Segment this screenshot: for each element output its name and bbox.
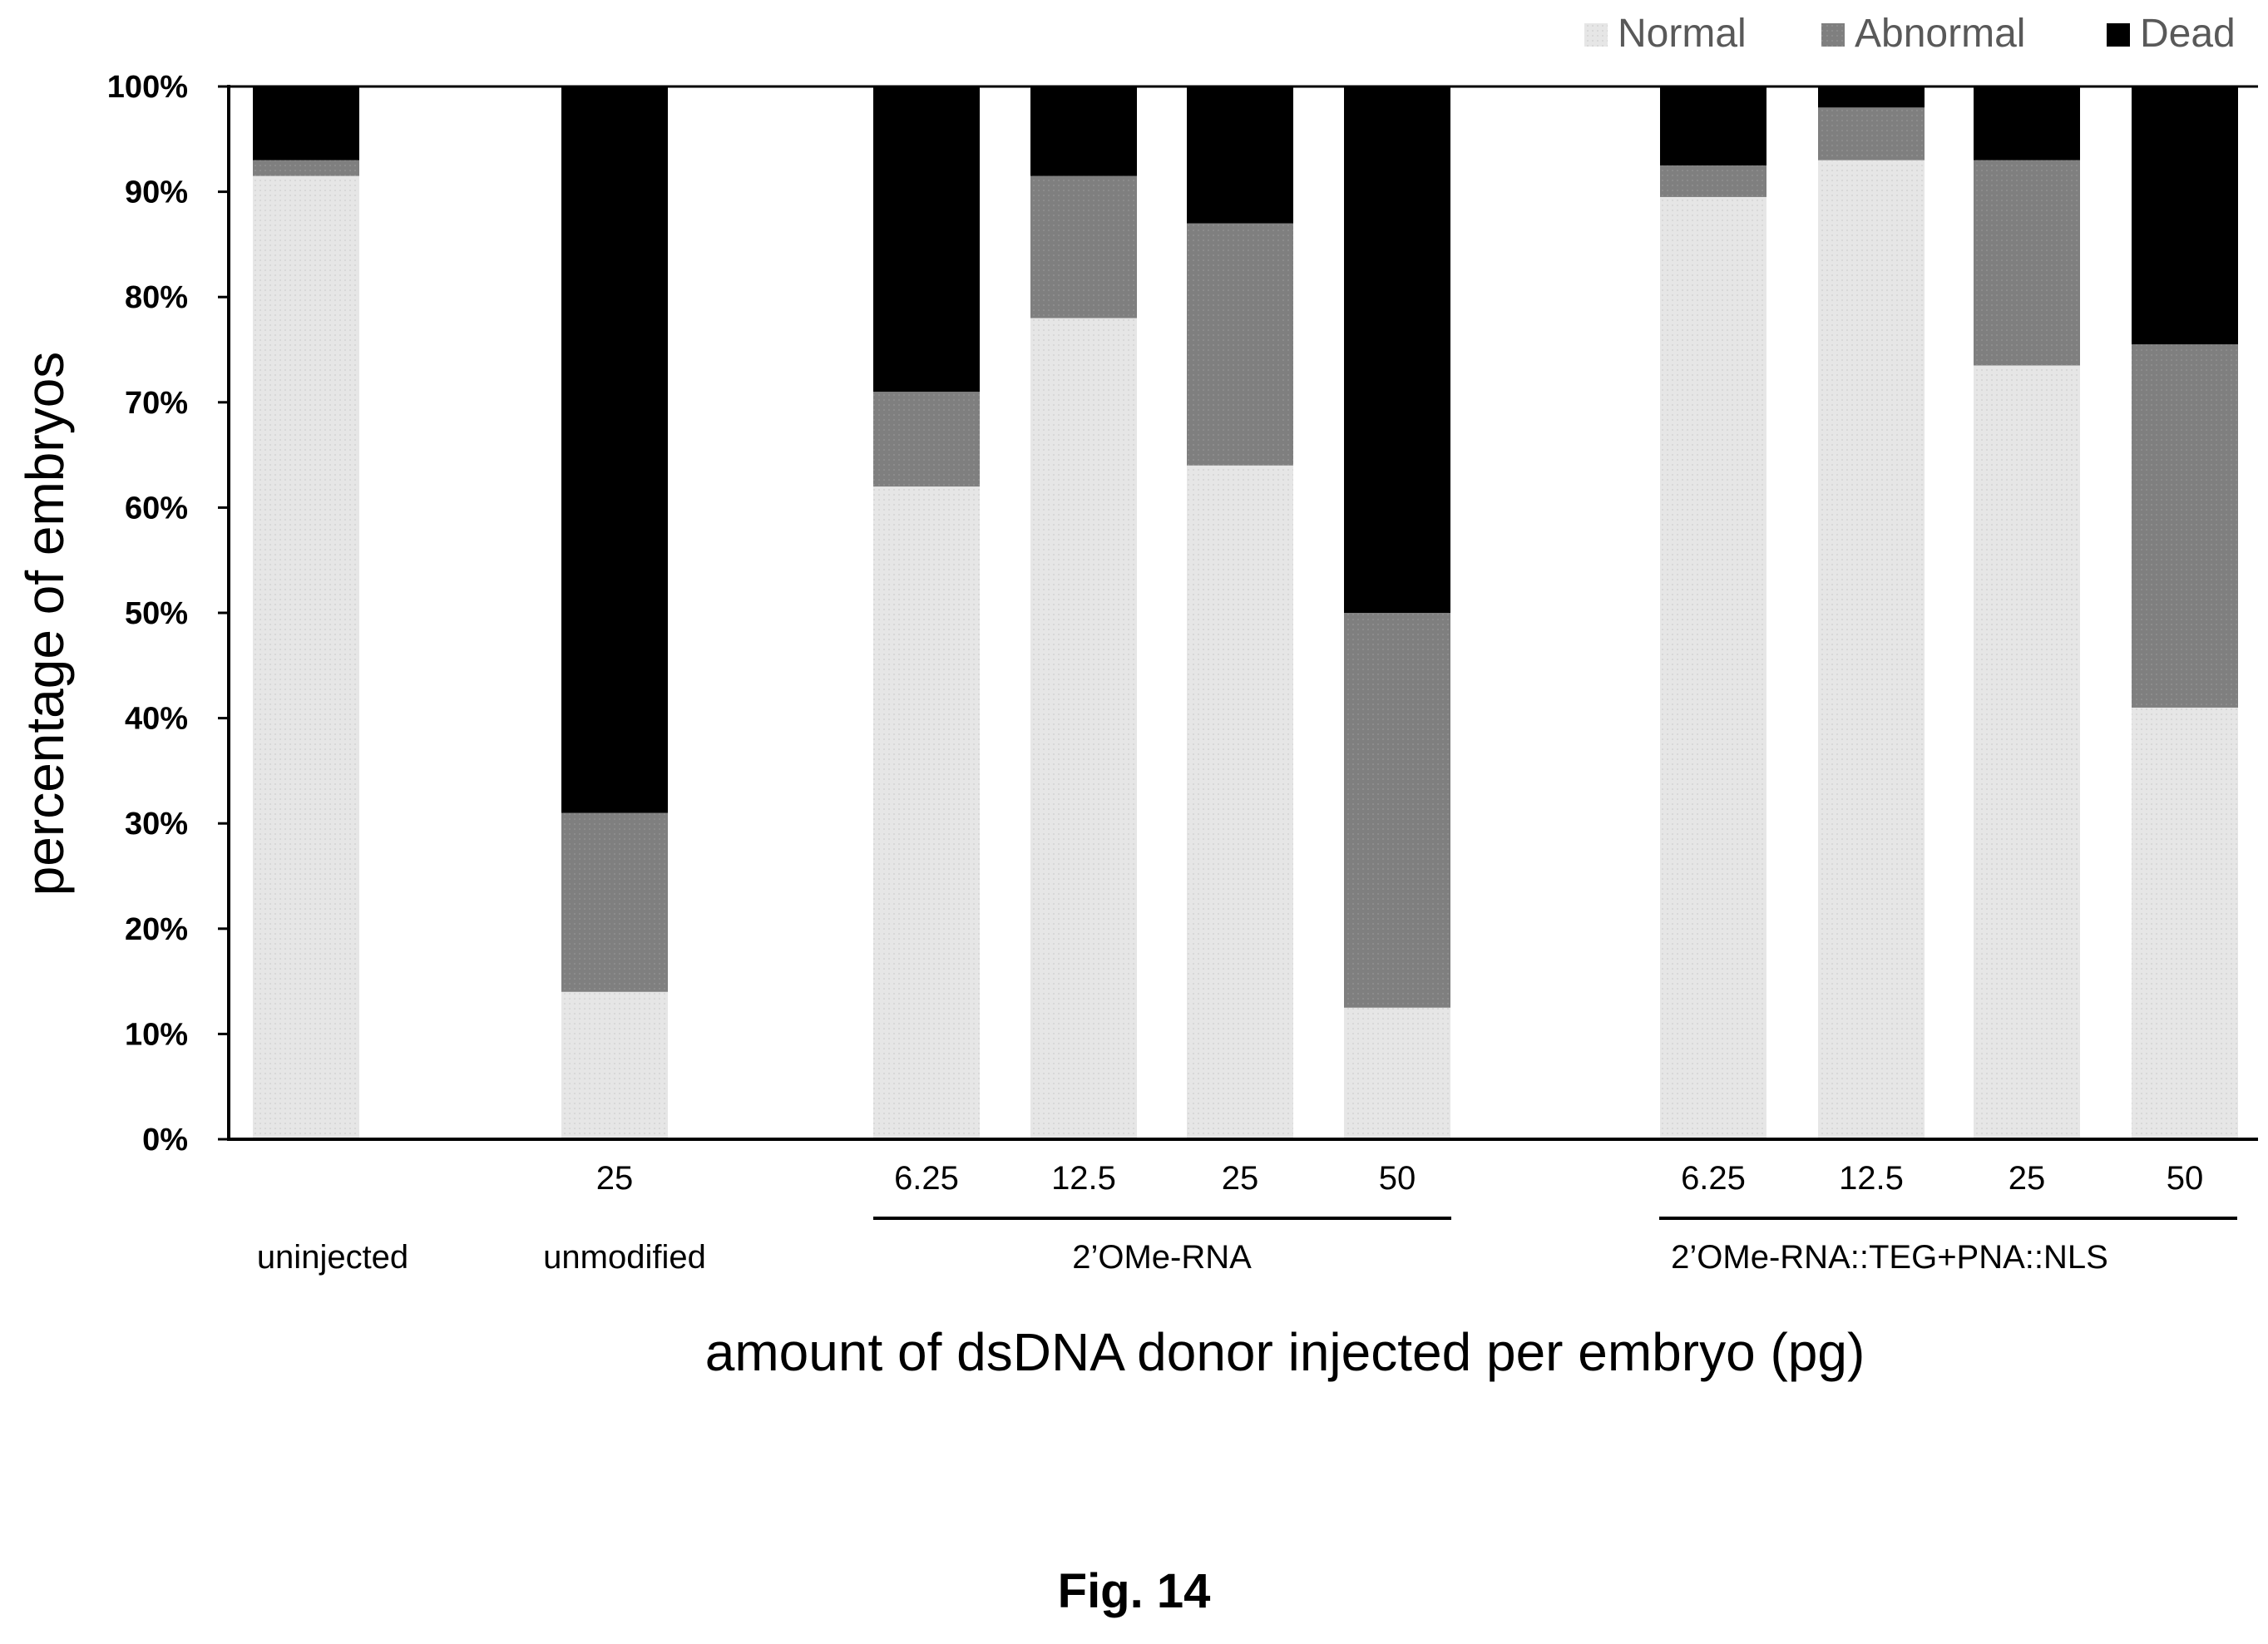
bar-segment-dead (1344, 86, 1450, 613)
legend-label-abnormal: Abnormal (1855, 12, 2025, 56)
x-tick-label: 25 (596, 1160, 634, 1197)
legend-swatch-dead (2107, 23, 2130, 47)
x-tick-label: 25 (2009, 1160, 2046, 1197)
bar-segment-abnormal (1818, 107, 1925, 160)
bar-segment-dead (1660, 86, 1766, 165)
bar-segment-dead (561, 86, 668, 813)
bar-segment-normal (1344, 1007, 1450, 1139)
bar-segment-normal (253, 175, 359, 1140)
bar-segment-dead (1818, 86, 1925, 108)
bar-segment-dead (1030, 86, 1137, 176)
legend-label-normal: Normal (1618, 12, 1747, 56)
bar-segment-dead (1974, 86, 2080, 160)
bar-segment-normal (561, 991, 668, 1139)
y-tick-label: 90% (125, 175, 188, 210)
legend-swatch-abnormal (1821, 23, 1845, 47)
legend-swatch-normal (1584, 23, 1608, 47)
y-tick-label: 10% (125, 1017, 188, 1052)
bar-segment-normal (1818, 160, 1925, 1139)
bar-segment-abnormal (1660, 165, 1766, 197)
y-tick-label: 0% (142, 1123, 188, 1158)
y-tick-label: 20% (125, 912, 188, 947)
bar-segment-abnormal (1187, 223, 1293, 466)
bar-segment-abnormal (253, 160, 359, 176)
y-tick-label: 70% (125, 386, 188, 421)
y-tick-label: 30% (125, 807, 188, 842)
group-label: unmodified (543, 1239, 706, 1276)
x-tick-label: 12.5 (1839, 1160, 1904, 1197)
y-tick-label: 100% (107, 70, 188, 105)
bar-segment-dead (2132, 86, 2238, 345)
y-tick-label: 80% (125, 280, 188, 315)
bar-segment-normal (873, 486, 980, 1139)
bar-segment-abnormal (561, 812, 668, 992)
bar-segment-normal (1030, 318, 1137, 1139)
y-axis-title: percentage of embryos (15, 352, 75, 896)
x-tick-label: 12.5 (1051, 1160, 1116, 1197)
stacked-bar-chart: 0% 10% 20% 30% 40% 50% 60% 70% 80% 90% 100% Normal… (15, 12, 2258, 1382)
y-tick-label: 60% (125, 491, 188, 526)
bar-segment-dead (1187, 86, 1293, 224)
bar-segment-dead (253, 86, 359, 160)
bar-segment-abnormal (1974, 160, 2080, 366)
group-label: uninjected (257, 1239, 408, 1276)
bar-segment-abnormal (1344, 613, 1450, 1008)
bar-segment-normal (2132, 707, 2238, 1139)
x-tick-label: 25 (1222, 1160, 1259, 1197)
x-tick-label: 50 (2167, 1160, 2204, 1197)
y-tick-label: 40% (125, 702, 188, 737)
bar-segment-abnormal (1030, 175, 1137, 318)
bar-segment-dead (873, 86, 980, 392)
x-tick-label: 50 (1379, 1160, 1416, 1197)
y-tick-label: 50% (125, 596, 188, 631)
x-tick-label: 6.25 (894, 1160, 959, 1197)
bar-segment-normal (1187, 465, 1293, 1139)
figure-label: Fig. 14 (1057, 1564, 1211, 1618)
group-label: 2’OMe-RNA::TEG+PNA::NLS (1671, 1239, 2108, 1276)
x-tick-label: 6.25 (1681, 1160, 1746, 1197)
bar-segment-abnormal (873, 392, 980, 487)
legend-label-dead: Dead (2140, 12, 2236, 56)
group-label: 2’OMe-RNA (1072, 1239, 1252, 1276)
bar-segment-normal (1660, 196, 1766, 1140)
bar-segment-abnormal (2132, 344, 2238, 708)
x-axis-title: amount of dsDNA donor injected per embry… (705, 1322, 1865, 1382)
bar-segment-normal (1974, 365, 2080, 1139)
